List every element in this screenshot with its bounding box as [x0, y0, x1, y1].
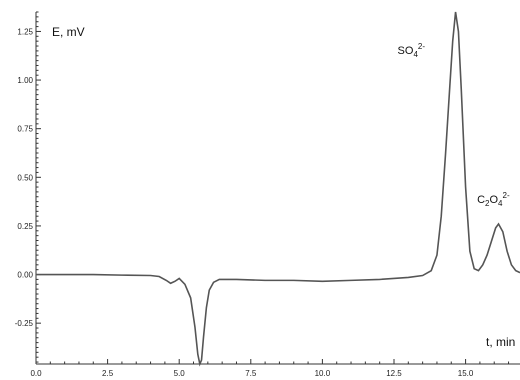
y-axis-label: E, mV	[52, 25, 85, 39]
peak-annotations: SO42- C2O42-	[398, 42, 510, 208]
x-axis-label: t, min	[486, 335, 515, 349]
y-tick-label: 0.50	[17, 173, 33, 182]
x-tick-label: 0.0	[30, 369, 42, 378]
y-axis-ticks: -0.25 0.00 0.25 0.50 0.75 1.00 1.25	[15, 11, 41, 363]
x-tick-label: 10.0	[315, 369, 331, 378]
x-tick-label: 2.5	[102, 369, 114, 378]
y-tick-label: 1.25	[17, 27, 33, 36]
oxalate-peak-label: C2O42-	[477, 191, 510, 208]
y-tick-label: 0.00	[17, 271, 33, 280]
y-tick-label: 0.25	[17, 222, 33, 231]
y-tick-label: 0.75	[17, 125, 33, 134]
axes	[35, 12, 520, 365]
x-tick-label: 5.0	[174, 369, 186, 378]
x-tick-label: 12.5	[386, 369, 402, 378]
sulfate-peak-label: SO42-	[398, 42, 426, 59]
x-tick-label: 7.5	[245, 369, 257, 378]
y-tick-label: -0.25	[15, 319, 34, 328]
x-tick-label: 15.0	[458, 369, 474, 378]
y-tick-label: 1.00	[17, 76, 33, 85]
x-axis-ticks: 0.0 2.5 5.0 7.5 10.0 12.5 15.0	[30, 359, 510, 378]
signal-trace	[36, 11, 520, 367]
